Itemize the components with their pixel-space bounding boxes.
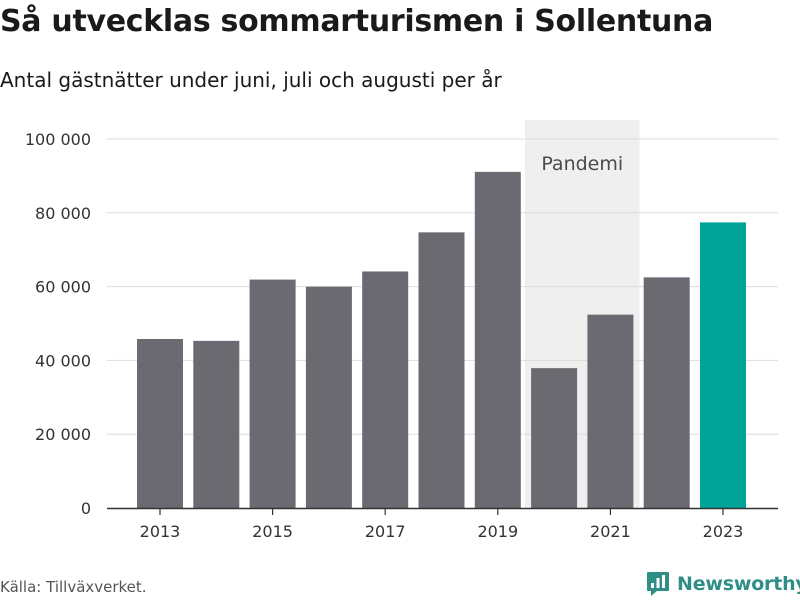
y-tick-label: 80 000 — [35, 204, 91, 223]
x-tick-label: 2023 — [703, 522, 744, 541]
bar-2020 — [531, 368, 578, 508]
chart-subtitle: Antal gästnätter under juni, juli och au… — [0, 68, 502, 92]
bar-2022 — [643, 277, 690, 508]
brand-logo: Newsworthy — [646, 570, 800, 598]
y-tick-label: 100 000 — [25, 130, 91, 149]
x-tick-label: 2019 — [477, 522, 518, 541]
chart-title: Så utvecklas sommarturismen i Sollentuna — [0, 4, 714, 39]
y-tick-label: 40 000 — [35, 351, 91, 370]
source-note: Källa: Tillväxverket. — [0, 578, 147, 596]
y-tick-label: 60 000 — [35, 278, 91, 297]
shaded-region-label: Pandemi — [541, 153, 623, 175]
bar-2021 — [587, 314, 634, 508]
x-tick-label: 2015 — [252, 522, 293, 541]
bar-2019 — [474, 171, 521, 508]
bar-2017 — [362, 271, 409, 508]
bar-2023 — [700, 222, 746, 509]
x-tick-label: 2017 — [365, 522, 406, 541]
x-tick-label: 2013 — [140, 522, 181, 541]
bar-2014 — [193, 340, 240, 508]
bar-2018 — [418, 232, 465, 508]
chart-bubble-icon — [647, 572, 669, 596]
bar-2013 — [137, 338, 183, 508]
y-tick-label: 0 — [81, 499, 91, 518]
x-tick-label: 2021 — [590, 522, 631, 541]
bar-2016 — [305, 286, 352, 508]
bar-2015 — [249, 279, 296, 508]
y-tick-label: 20 000 — [35, 425, 91, 444]
brand-name: Newsworthy — [677, 573, 800, 595]
